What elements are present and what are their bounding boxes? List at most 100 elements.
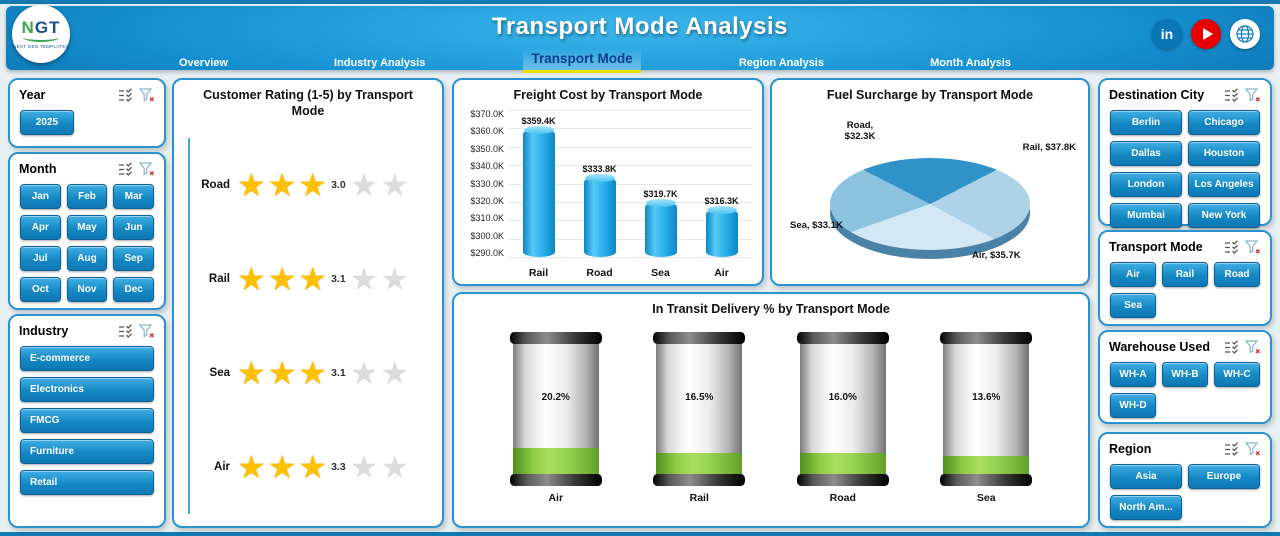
gauge-category-label: Road (829, 492, 856, 504)
filter-option-2025[interactable]: 2025 (20, 110, 74, 135)
filter-option-los-angeles[interactable]: Los Angeles (1188, 172, 1260, 197)
filter-option-road[interactable]: Road (1214, 262, 1260, 287)
bar-value-label: $359.4K (521, 116, 556, 127)
gauge-air: 20.2% Air (509, 332, 602, 518)
clear-filter-icon[interactable] (1245, 339, 1261, 355)
clear-filter-icon[interactable] (139, 323, 155, 339)
filter-option-north-am[interactable]: North Am... (1110, 495, 1182, 520)
filter-option-asia[interactable]: Asia (1110, 464, 1182, 489)
bottom-border (0, 532, 1280, 536)
tab-month-analysis[interactable]: Month Analysis (930, 57, 1011, 69)
transit-delivery-chart: In Transit Delivery % by Transport Mode … (452, 292, 1090, 528)
star-rating: ★ ★ ★ 3.0 ★ ★ (236, 169, 410, 201)
filter-option-may[interactable]: May (66, 215, 108, 240)
gauge-tube: 16.5% (656, 344, 743, 474)
gauge-top-cap (509, 332, 602, 344)
multiselect-icon[interactable] (118, 323, 134, 339)
multiselect-icon[interactable] (118, 161, 134, 177)
y-tick-label: $320.0K (470, 195, 504, 206)
gauge-road: 16.0% Road (796, 332, 889, 518)
filter-option-aug[interactable]: Aug (66, 246, 108, 271)
filter-option-jun[interactable]: Jun (113, 215, 154, 240)
filter-option-berlin[interactable]: Berlin (1110, 110, 1182, 135)
filter-option-wh-d[interactable]: WH-D (1110, 393, 1156, 418)
filter-title-warehouse: Warehouse Used (1109, 340, 1210, 354)
star-icon: ★ (380, 355, 410, 391)
clear-filter-icon[interactable] (139, 161, 155, 177)
filter-option-retail[interactable]: Retail (20, 470, 154, 495)
youtube-icon[interactable] (1191, 19, 1221, 49)
filter-option-houston[interactable]: Houston (1188, 141, 1260, 166)
tab-industry-analysis[interactable]: Industry Analysis (334, 57, 426, 69)
multiselect-icon[interactable] (1224, 441, 1240, 457)
filter-option-electronics[interactable]: Electronics (20, 377, 154, 402)
tab-transport-mode[interactable]: Transport Mode (523, 49, 641, 73)
gauge-bottom-cap (653, 474, 746, 486)
clear-filter-icon[interactable] (1245, 441, 1261, 457)
filter-option-fmcg[interactable]: FMCG (20, 408, 154, 433)
gridline (508, 165, 752, 167)
filter-option-dec[interactable]: Dec (113, 277, 154, 302)
filter-option-wh-a[interactable]: WH-A (1110, 362, 1156, 387)
filter-option-apr[interactable]: Apr (20, 215, 61, 240)
rating-category-label: Road (201, 179, 230, 191)
tab-region-analysis[interactable]: Region Analysis (738, 57, 824, 69)
filter-option-furniture[interactable]: Furniture (20, 439, 154, 464)
filter-option-europe[interactable]: Europe (1188, 464, 1260, 489)
gauge-top-cap (796, 332, 889, 344)
filter-option-oct[interactable]: Oct (20, 277, 61, 302)
rating-value: 3.1 (331, 273, 346, 285)
filter-option-chicago[interactable]: Chicago (1188, 110, 1260, 135)
nav-tabs: Overview Industry Analysis Transport Mode R… (171, 49, 1019, 73)
gauge-top-cap (940, 332, 1033, 344)
filter-option-wh-b[interactable]: WH-B (1162, 362, 1208, 387)
star-icon: ★ (267, 167, 297, 203)
filter-option-e-commerce[interactable]: E-commerce (20, 346, 154, 371)
filter-option-air[interactable]: Air (1110, 262, 1156, 287)
linkedin-icon[interactable]: in (1152, 19, 1182, 49)
filter-option-rail[interactable]: Rail (1162, 262, 1208, 287)
y-tick-label: $290.0K (470, 248, 504, 258)
bar-cylinder (705, 205, 738, 257)
filter-option-dallas[interactable]: Dallas (1110, 141, 1182, 166)
filter-option-mar[interactable]: Mar (113, 184, 154, 209)
rating-value: 3.3 (331, 461, 346, 473)
y-tick-label: $340.0K (470, 161, 504, 172)
filter-option-wh-c[interactable]: WH-C (1214, 362, 1260, 387)
filter-transport-mode: Transport Mode Air Rail Road Sea (1098, 230, 1272, 326)
filter-option-feb[interactable]: Feb (66, 184, 108, 209)
filter-option-jan[interactable]: Jan (20, 184, 61, 209)
filter-option-nov[interactable]: Nov (66, 277, 108, 302)
page-title: Transport Mode Analysis (491, 13, 788, 40)
filter-option-sea[interactable]: Sea (1110, 293, 1156, 318)
gridline (508, 128, 752, 130)
filter-option-mumbai[interactable]: Mumbai (1110, 203, 1182, 228)
filter-option-new-york[interactable]: New York (1188, 203, 1260, 228)
tab-overview[interactable]: Overview (179, 57, 228, 69)
clear-filter-icon[interactable] (1245, 239, 1261, 255)
clear-filter-icon[interactable] (139, 87, 155, 103)
globe-icon[interactable] (1230, 19, 1260, 49)
rating-row-rail: Rail ★ ★ ★ 3.1 ★ ★ (194, 263, 434, 295)
multiselect-icon[interactable] (1224, 87, 1240, 103)
filter-region: Region Asia Europe North Am... (1098, 432, 1272, 528)
freight-cats: Rail Road Sea Air (508, 267, 752, 279)
filter-option-jul[interactable]: Jul (20, 246, 61, 271)
star-icon: ★ (380, 167, 410, 203)
chart-title: Customer Rating (1-5) by Transport Mode (203, 88, 413, 118)
multiselect-icon[interactable] (118, 87, 134, 103)
filter-option-sep[interactable]: Sep (113, 246, 154, 271)
gauge-value-label: 13.6% (972, 392, 1001, 403)
multiselect-icon[interactable] (1224, 239, 1240, 255)
gauge-bottom-cap (796, 474, 889, 486)
multiselect-icon[interactable] (1224, 339, 1240, 355)
chart-title: In Transit Delivery % by Transport Mode (652, 302, 890, 316)
logo: NGT NEXT GEN TEMPLATES (12, 5, 70, 63)
clear-filter-icon[interactable] (1245, 87, 1261, 103)
star-rating: ★ ★ ★ 3.1 ★ ★ (236, 263, 410, 295)
filter-option-london[interactable]: London (1110, 172, 1182, 197)
customer-rating-chart: Customer Rating (1-5) by Transport Mode … (172, 78, 444, 528)
bar-cylinder (522, 126, 555, 257)
gauge-fill (512, 447, 599, 474)
bar-cylinder (644, 199, 677, 257)
